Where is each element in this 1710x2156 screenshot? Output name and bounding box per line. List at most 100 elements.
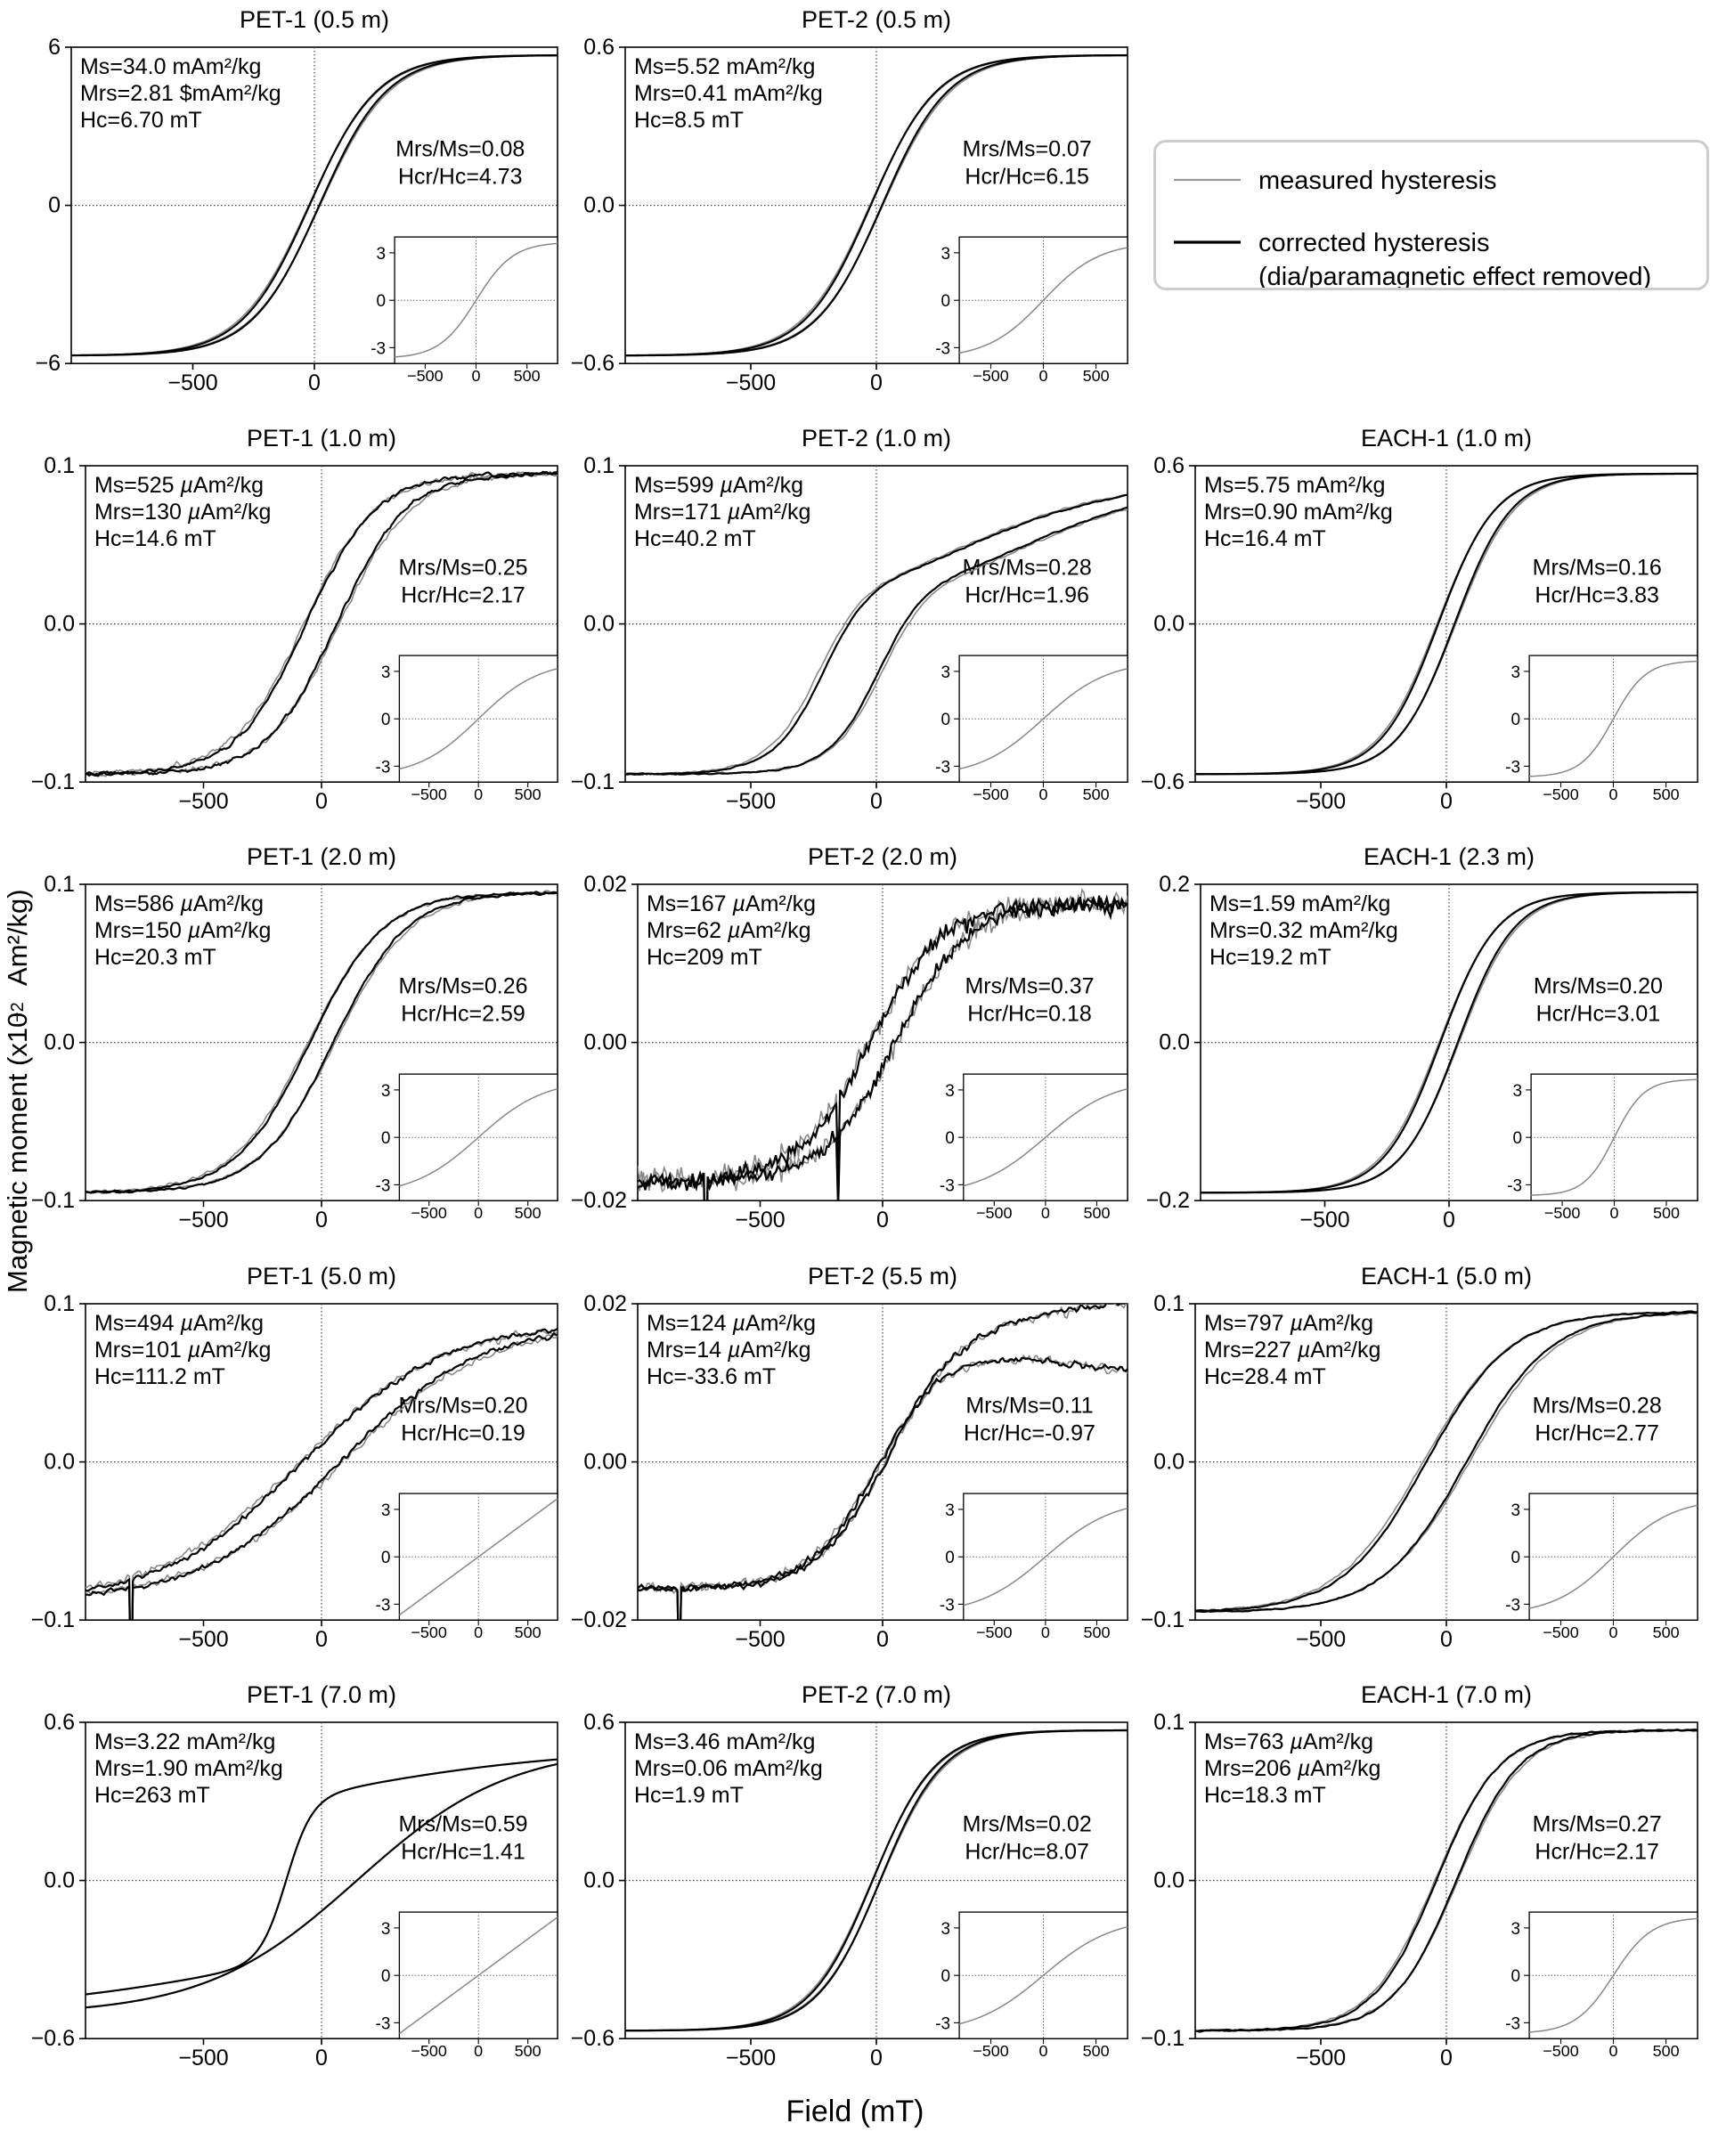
svg-text:0.00: 0.00	[583, 1030, 627, 1055]
svg-text:-3: -3	[376, 2014, 391, 2033]
svg-text:−0.6: −0.6	[1141, 769, 1185, 794]
svg-text:Hc=111.2 mT: Hc=111.2 mT	[94, 1364, 225, 1389]
svg-text:0.02: 0.02	[583, 1291, 627, 1316]
svg-text:Hc=1.9 mT: Hc=1.9 mT	[634, 1783, 744, 1808]
svg-text:0.6: 0.6	[44, 1710, 75, 1735]
svg-text:500: 500	[1083, 1205, 1110, 1223]
svg-text:(dia/paramagnetic effect remov: (dia/paramagnetic effect removed)	[1258, 263, 1651, 288]
svg-text:−0.6: −0.6	[31, 2026, 75, 2051]
svg-text:0.1: 0.1	[583, 453, 615, 478]
svg-text:Hcr/Hc=3.83: Hcr/Hc=3.83	[1535, 583, 1659, 608]
svg-text:0: 0	[1041, 1205, 1050, 1223]
svg-text:Ms=167 µAm²/kg: Ms=167 µAm²/kg	[647, 891, 816, 916]
svg-text:Ms=599 µAm²/kg: Ms=599 µAm²/kg	[634, 473, 803, 498]
svg-text:−500: −500	[178, 2046, 228, 2071]
svg-text:PET-1 (2.0 m): PET-1 (2.0 m)	[247, 843, 396, 870]
svg-text:PET-2 (5.5 m): PET-2 (5.5 m)	[808, 1263, 957, 1290]
svg-text:PET-2 (0.5 m): PET-2 (0.5 m)	[802, 6, 951, 33]
svg-text:Mrs=150 µAm²/kg: Mrs=150 µAm²/kg	[94, 918, 271, 943]
svg-text:0: 0	[315, 1208, 328, 1233]
svg-text:EACH-1 (1.0 m): EACH-1 (1.0 m)	[1361, 425, 1532, 452]
svg-text:−0.1: −0.1	[31, 769, 75, 794]
svg-text:Mrs=14 µAm²/kg: Mrs=14 µAm²/kg	[647, 1338, 811, 1363]
svg-text:0: 0	[1440, 2046, 1453, 2071]
svg-text:Ms=5.52 mAm²/kg: Ms=5.52 mAm²/kg	[634, 54, 815, 79]
svg-text:3: 3	[941, 1920, 951, 1939]
svg-text:−0.6: −0.6	[571, 351, 615, 376]
svg-text:Mrs=206 µAm²/kg: Mrs=206 µAm²/kg	[1204, 1756, 1380, 1781]
svg-text:0: 0	[377, 292, 387, 311]
svg-text:0.6: 0.6	[583, 35, 615, 60]
svg-text:3: 3	[377, 245, 387, 264]
svg-text:3: 3	[1511, 1920, 1521, 1939]
svg-text:0: 0	[870, 789, 883, 814]
svg-text:0.0: 0.0	[44, 1030, 75, 1055]
svg-text:−0.02: −0.02	[571, 1189, 627, 1214]
svg-text:3: 3	[945, 1501, 955, 1519]
svg-text:PET-1 (5.0 m): PET-1 (5.0 m)	[247, 1263, 396, 1290]
svg-text:3: 3	[941, 245, 951, 264]
svg-text:PET-1 (1.0 m): PET-1 (1.0 m)	[247, 425, 396, 452]
svg-text:Hcr/Hc=2.77: Hcr/Hc=2.77	[1535, 1420, 1659, 1445]
svg-text:500: 500	[515, 785, 542, 803]
svg-text:−500: −500	[178, 789, 228, 814]
svg-text:0: 0	[876, 1208, 889, 1233]
svg-text:Hcr/Hc=1.41: Hcr/Hc=1.41	[401, 1839, 525, 1864]
svg-text:−500: −500	[1543, 1623, 1579, 1641]
svg-text:500: 500	[1653, 785, 1680, 803]
svg-text:500: 500	[1083, 785, 1110, 803]
svg-text:Ms=797 µAm²/kg: Ms=797 µAm²/kg	[1204, 1311, 1373, 1336]
svg-text:−0.1: −0.1	[1141, 1607, 1185, 1632]
svg-text:Hcr/Hc=3.01: Hcr/Hc=3.01	[1536, 1002, 1661, 1027]
svg-text:Hcr/Hc=-0.97: Hcr/Hc=-0.97	[964, 1420, 1095, 1445]
svg-text:-3: -3	[1507, 1177, 1522, 1196]
svg-text:-3: -3	[940, 1596, 955, 1615]
svg-text:0.1: 0.1	[1153, 1710, 1185, 1735]
svg-text:0: 0	[1443, 1208, 1455, 1233]
svg-text:Hcr/Hc=2.59: Hcr/Hc=2.59	[401, 1002, 525, 1027]
svg-text:−500: −500	[726, 2046, 776, 2071]
svg-text:-3: -3	[370, 339, 386, 358]
svg-text:Ms=586 µAm²/kg: Ms=586 µAm²/kg	[94, 891, 264, 916]
svg-text:Ms=763 µAm²/kg: Ms=763 µAm²/kg	[1204, 1729, 1373, 1754]
svg-text:−500: −500	[411, 785, 447, 803]
svg-text:Mrs=0.41 mAm²/kg: Mrs=0.41 mAm²/kg	[634, 81, 823, 106]
svg-text:−0.1: −0.1	[1141, 2026, 1185, 2051]
svg-text:0: 0	[474, 1205, 483, 1223]
svg-text:0: 0	[381, 1549, 391, 1567]
svg-text:0: 0	[474, 785, 483, 803]
svg-text:Mrs/Ms=0.20: Mrs/Ms=0.20	[398, 1393, 527, 1418]
svg-text:Mrs=62 µAm²/kg: Mrs=62 µAm²/kg	[647, 918, 811, 943]
svg-text:EACH-1 (7.0 m): EACH-1 (7.0 m)	[1361, 1681, 1532, 1708]
svg-text:500: 500	[1083, 2042, 1110, 2060]
svg-text:Hc=16.4 mT: Hc=16.4 mT	[1204, 526, 1326, 551]
svg-text:3: 3	[381, 1920, 391, 1939]
svg-text:0.0: 0.0	[44, 612, 75, 637]
svg-text:0: 0	[474, 1623, 483, 1641]
svg-text:Ms=525 µAm²/kg: Ms=525 µAm²/kg	[94, 473, 264, 498]
svg-text:Mrs=0.90 mAm²/kg: Mrs=0.90 mAm²/kg	[1204, 500, 1393, 525]
svg-text:0: 0	[870, 370, 883, 395]
svg-text:−500: −500	[976, 1205, 1013, 1223]
svg-text:0: 0	[381, 1967, 391, 1986]
svg-text:500: 500	[1083, 1623, 1110, 1641]
svg-text:0: 0	[1440, 789, 1453, 814]
svg-text:0.0: 0.0	[583, 1867, 615, 1892]
svg-text:Mrs=227 µAm²/kg: Mrs=227 µAm²/kg	[1204, 1338, 1380, 1363]
svg-text:Hc=-33.6 mT: Hc=-33.6 mT	[647, 1364, 776, 1389]
svg-text:0: 0	[315, 789, 328, 814]
svg-text:−0.2: −0.2	[1146, 1189, 1190, 1214]
svg-text:Hc=6.70 mT: Hc=6.70 mT	[80, 108, 202, 133]
svg-text:Ms=124 µAm²/kg: Ms=124 µAm²/kg	[647, 1311, 816, 1336]
svg-text:-3: -3	[1505, 759, 1520, 777]
svg-text:-3: -3	[1505, 2014, 1520, 2033]
svg-text:0.0: 0.0	[583, 193, 615, 218]
svg-text:3: 3	[945, 1082, 955, 1101]
svg-text:500: 500	[515, 1623, 542, 1641]
svg-text:−500: −500	[1544, 1205, 1581, 1223]
svg-text:Ms=3.22 mAm²/kg: Ms=3.22 mAm²/kg	[94, 1729, 275, 1754]
svg-text:Hcr/Hc=8.07: Hcr/Hc=8.07	[965, 1839, 1089, 1864]
svg-text:-3: -3	[1505, 1596, 1520, 1615]
svg-text:3: 3	[1511, 1501, 1521, 1519]
svg-text:3: 3	[381, 1082, 391, 1101]
